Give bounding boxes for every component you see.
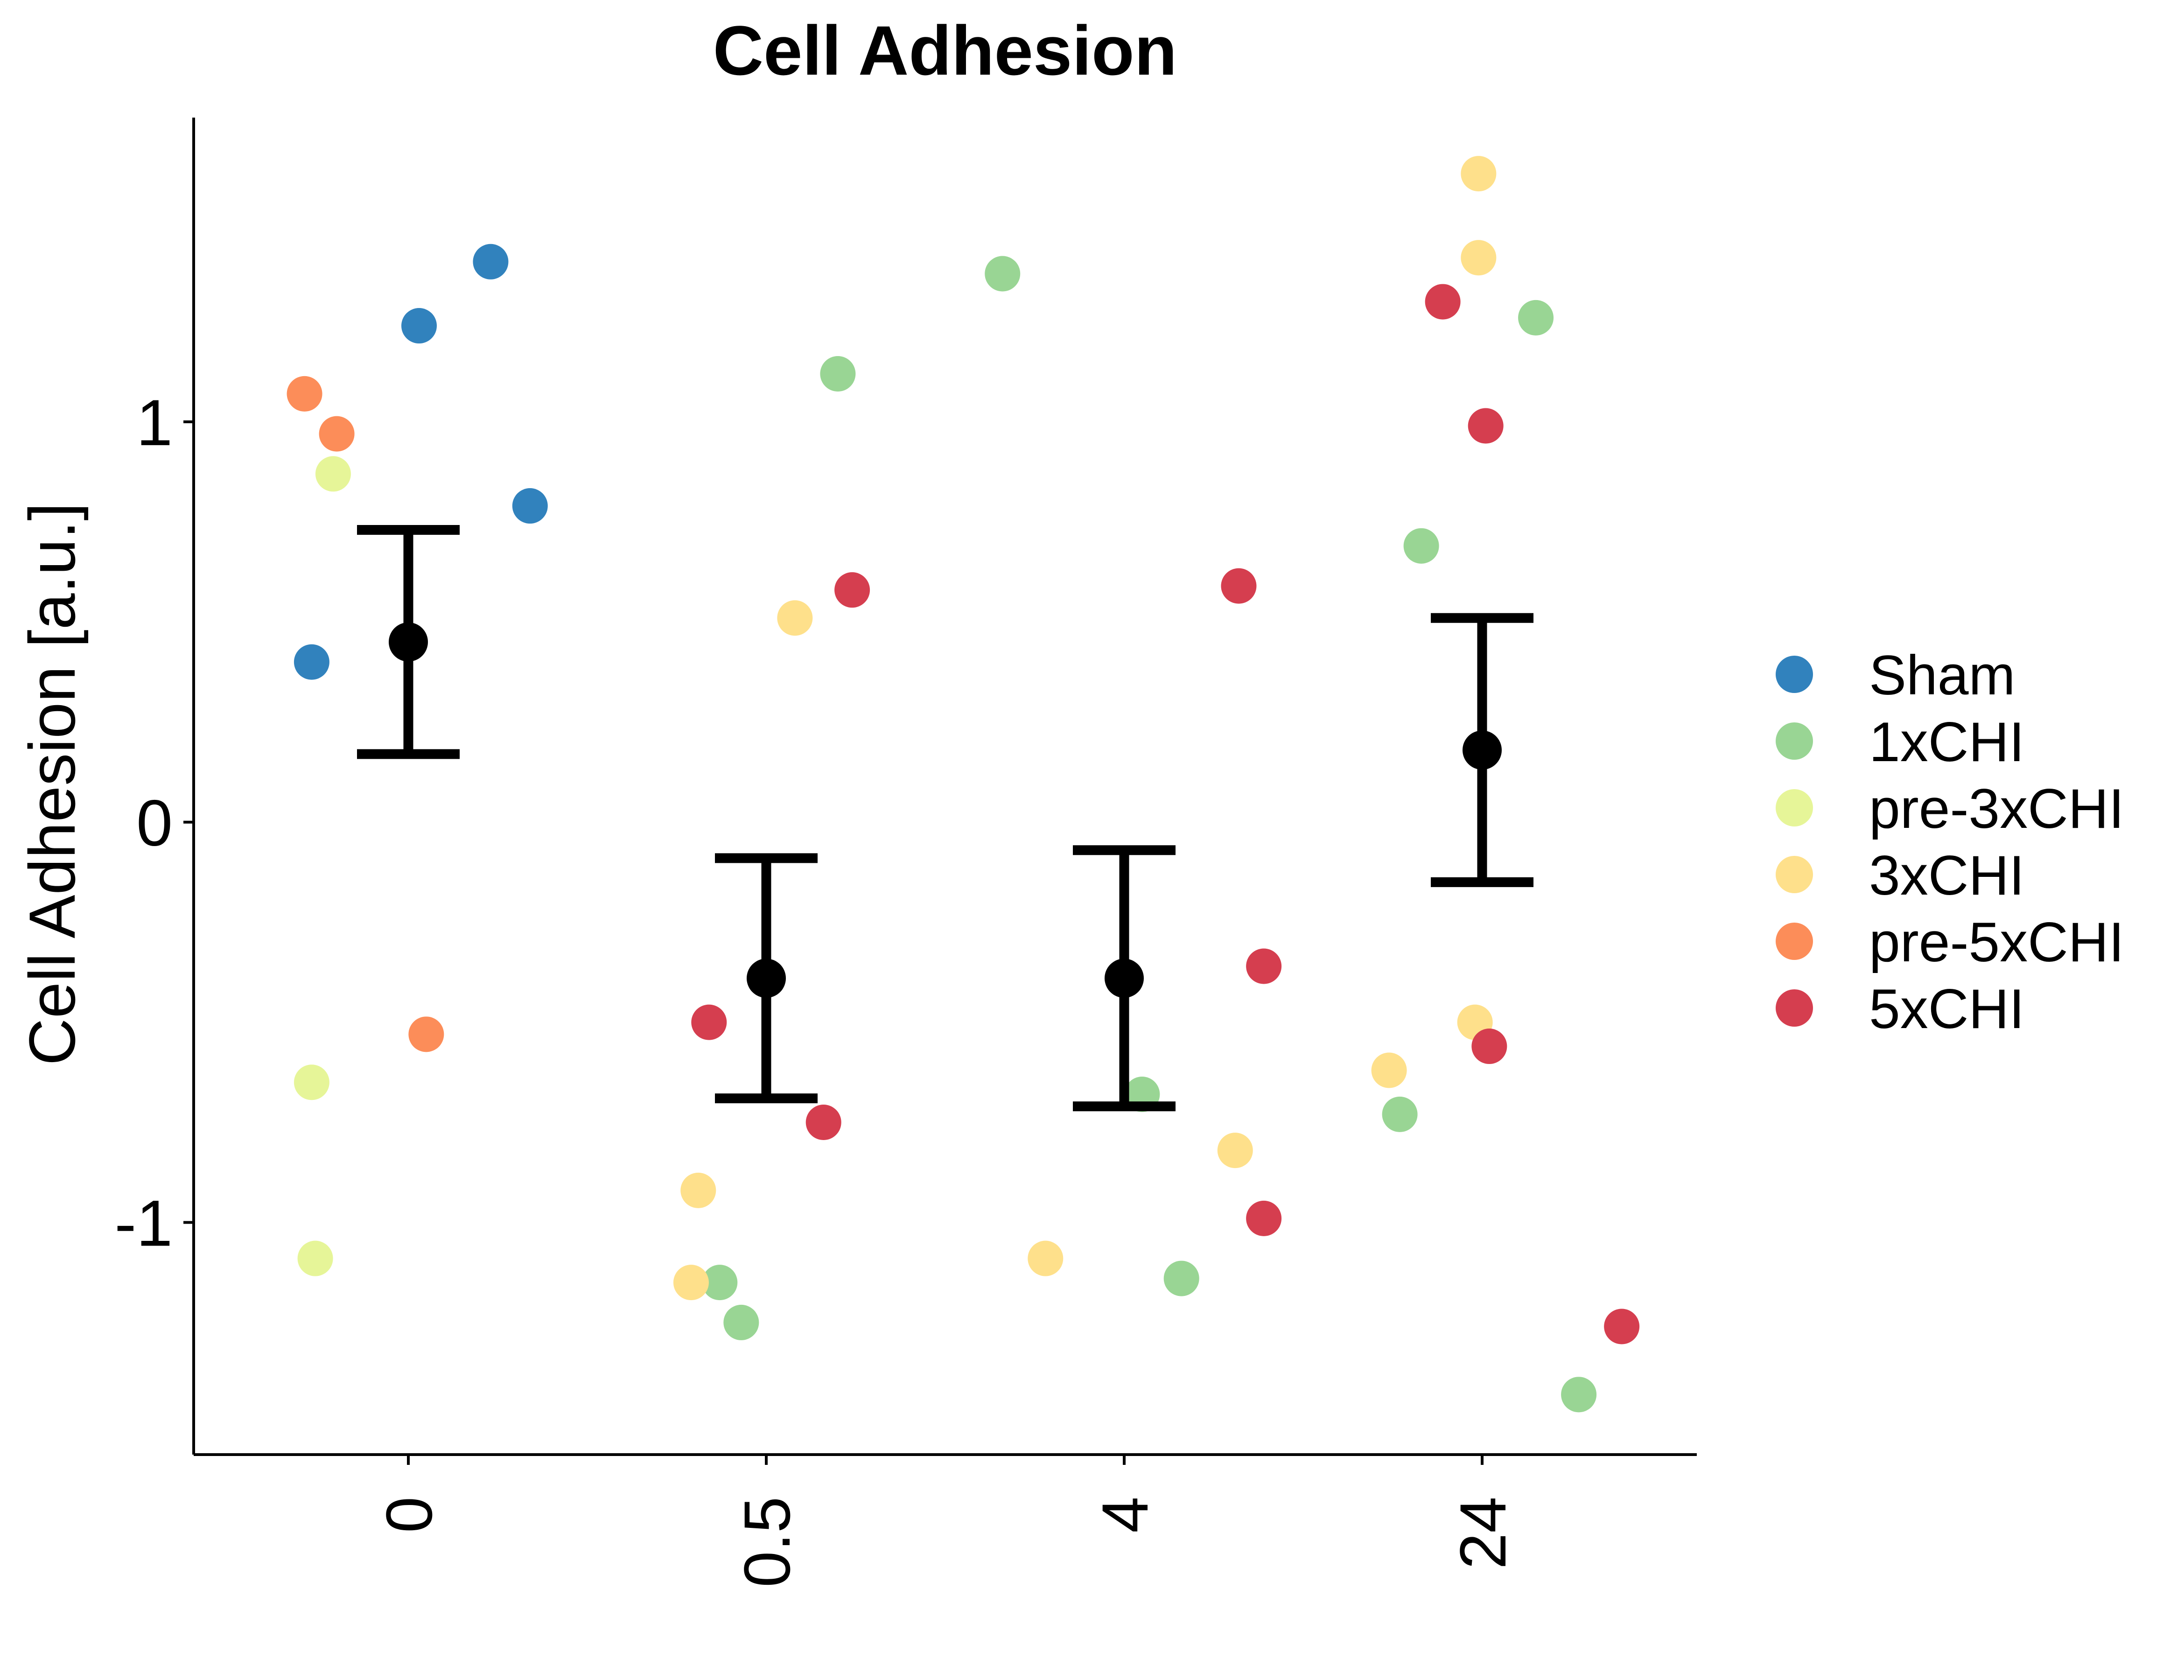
legend-label: 1xCHI [1869, 711, 2024, 773]
data-point [1461, 240, 1497, 276]
y-tick-label: -1 [115, 1186, 173, 1260]
data-point [315, 456, 351, 492]
legend-key [1776, 789, 1813, 826]
data-point [777, 600, 813, 636]
y-axis-label: Cell Adhesion [a.u.] [15, 503, 89, 1065]
legend-key [1776, 923, 1813, 960]
data-point [319, 416, 355, 452]
legend-label: 5xCHI [1869, 978, 2024, 1040]
legend-label: pre-3xCHI [1869, 777, 2124, 840]
data-point [985, 256, 1021, 292]
x-tick-label: 24 [1446, 1497, 1519, 1569]
data-point [408, 1016, 444, 1052]
data-point [680, 1172, 716, 1208]
legend-label: pre-5xCHI [1869, 911, 2124, 973]
plot-area [287, 156, 1640, 1413]
chart-title: Cell Adhesion [713, 11, 1177, 90]
data-point [723, 1304, 759, 1340]
data-point [1403, 528, 1439, 564]
data-point [294, 1064, 329, 1100]
data-point [834, 572, 870, 608]
mean-point [389, 622, 428, 662]
data-point [1468, 408, 1504, 444]
mean-point [1463, 730, 1502, 770]
data-point [702, 1265, 738, 1301]
x-tick-label: 0.5 [730, 1497, 804, 1588]
mean-error-bars [357, 525, 1533, 1112]
data-point [473, 244, 509, 280]
data-point [805, 1105, 841, 1141]
data-point [1246, 1200, 1282, 1236]
data-point [1371, 1052, 1407, 1088]
mean-point [747, 959, 786, 998]
legend-key [1776, 656, 1813, 693]
legend-key [1776, 722, 1813, 760]
legend-label: 3xCHI [1869, 844, 2024, 907]
data-point [1561, 1377, 1597, 1413]
data-point [1425, 284, 1461, 320]
mean-point [1105, 959, 1144, 998]
y-tick-label: 0 [136, 786, 173, 860]
data-point [287, 376, 322, 412]
data-point [1382, 1096, 1418, 1132]
data-point [1461, 156, 1497, 192]
x-axis-ticks: 0 0.5 4 24 [372, 1455, 1519, 1588]
data-point [1028, 1240, 1064, 1276]
data-points [287, 156, 1640, 1413]
x-tick-label: 0 [372, 1497, 446, 1533]
x-tick-label: 4 [1088, 1497, 1162, 1533]
y-axis-ticks: -1 0 1 [115, 386, 194, 1260]
data-point [691, 1004, 727, 1040]
y-axis: -1 0 1 [115, 118, 195, 1455]
data-point [401, 308, 437, 344]
y-tick-label: 1 [136, 386, 173, 459]
data-point [1471, 1029, 1507, 1064]
data-point [512, 488, 548, 524]
data-point [1163, 1260, 1199, 1296]
data-point [1221, 568, 1257, 604]
legend-key [1776, 856, 1813, 893]
data-point [297, 1240, 333, 1276]
data-point [820, 356, 856, 392]
x-axis: 0 0.5 4 24 [194, 1453, 1697, 1588]
data-point [294, 644, 329, 680]
legend-key [1776, 989, 1813, 1027]
data-point [1518, 300, 1554, 336]
data-point [1246, 948, 1282, 984]
data-point [1217, 1133, 1253, 1169]
data-point [673, 1265, 709, 1301]
legend-label: Sham [1869, 644, 2015, 707]
data-point [1604, 1309, 1640, 1344]
